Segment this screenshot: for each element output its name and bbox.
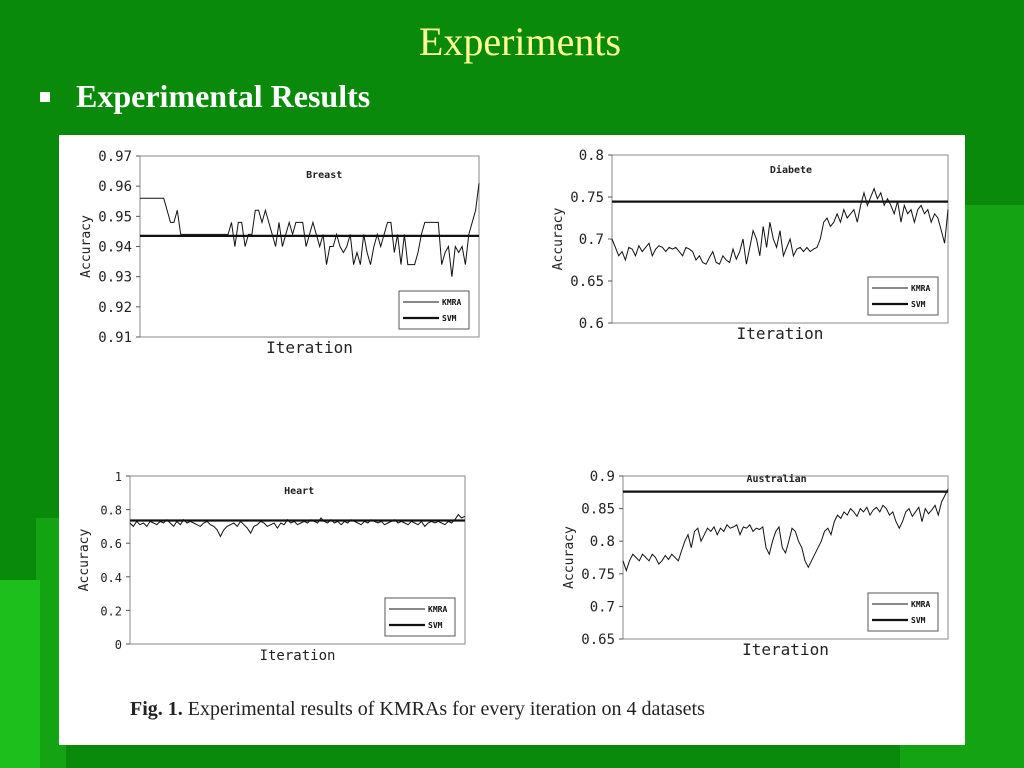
x-axis-label: Iteration xyxy=(266,338,353,357)
legend-label: SVM xyxy=(911,616,926,625)
chart-title: Australian xyxy=(747,473,807,485)
background-band-left-2 xyxy=(0,580,40,768)
y-tick-label: 0.6 xyxy=(579,316,604,332)
y-tick-label: 0.96 xyxy=(98,179,132,195)
legend-box xyxy=(867,592,939,632)
series-line-kmra xyxy=(611,187,949,265)
y-axis-label: Accuracy xyxy=(77,529,92,592)
y-tick-label: 0.2 xyxy=(100,604,122,618)
caption-label: Fig. 1. xyxy=(130,698,183,720)
figure-caption: Fig. 1. Experimental results of KMRAs fo… xyxy=(130,698,705,721)
y-axis-label: Accuracy xyxy=(79,215,94,278)
y-tick-label: 0.8 xyxy=(579,148,604,164)
y-tick-label: 0.65 xyxy=(581,632,615,648)
legend-label: SVM xyxy=(428,621,443,630)
y-tick-label: 0.9 xyxy=(590,469,615,485)
series-line-kmra xyxy=(140,183,480,277)
y-tick-label: 0.94 xyxy=(98,240,132,256)
y-tick-label: 0.75 xyxy=(570,190,604,206)
chart-0: 0.97 0.96 0.95 0.94 0.93 0.92 0.91 Breast Iterat… xyxy=(79,149,480,357)
bullet-text: Experimental Results xyxy=(76,78,371,114)
y-tick-label: 0.95 xyxy=(98,209,132,225)
y-axis-label: Accuracy xyxy=(551,208,566,271)
legend-label: KMRA xyxy=(911,284,930,293)
plot-frame xyxy=(129,475,466,645)
y-tick-label: 0.6 xyxy=(100,537,122,551)
y-tick-label: 0.92 xyxy=(98,300,132,316)
series-line-kmra xyxy=(129,513,466,538)
chart-title: Diabete xyxy=(770,164,812,176)
chart-3: 0.9 0.85 0.8 0.75 0.7 0.65 Australian Iteration… xyxy=(562,469,949,659)
y-tick-label: 0.75 xyxy=(581,567,615,583)
y-tick-label: 0.97 xyxy=(98,149,132,165)
y-tick-label: 0.8 xyxy=(590,534,615,550)
legend-label: KMRA xyxy=(428,605,447,614)
legend-label: KMRA xyxy=(442,298,461,307)
y-tick-label: 0.8 xyxy=(100,504,122,518)
slide-title: Experiments xyxy=(418,19,622,64)
legend-box xyxy=(867,276,939,316)
y-axis-label: Accuracy xyxy=(562,526,577,589)
caption-text: Experimental results of KMRAs for every … xyxy=(182,698,705,720)
chart-title: Heart xyxy=(284,486,314,497)
y-tick-label: 0.7 xyxy=(590,599,615,615)
y-tick-label: 0.91 xyxy=(98,330,132,346)
y-tick-label: 0 xyxy=(115,638,122,652)
chart-title: Breast xyxy=(306,170,342,181)
x-axis-label: Iteration xyxy=(742,640,829,659)
legend-label: SVM xyxy=(442,314,457,323)
legend-box xyxy=(398,290,470,330)
x-axis-label: Iteration xyxy=(260,648,336,664)
x-axis-label: Iteration xyxy=(737,324,824,343)
bullet-square-icon xyxy=(40,92,50,102)
series-line-kmra xyxy=(622,488,949,573)
y-tick-label: 0.85 xyxy=(581,502,615,518)
chart-2: 1 0.8 0.6 0.4 0.2 0 Heart Iteration Accuracy KMRA… xyxy=(77,470,466,664)
y-tick-label: 1 xyxy=(115,470,122,484)
legend-box xyxy=(384,597,456,637)
legend-label: SVM xyxy=(911,300,926,309)
y-tick-label: 0.4 xyxy=(100,571,122,585)
y-tick-label: 0.65 xyxy=(570,274,604,290)
y-tick-label: 0.93 xyxy=(98,270,132,286)
charts-svg: 0.970.960.950.940.930.920.91BreastIterat… xyxy=(77,148,949,664)
chart-1: 0.8 0.75 0.7 0.65 0.6 Diabete Iteration Accurac… xyxy=(551,148,949,343)
y-tick-label: 0.7 xyxy=(579,232,604,248)
figure-panel: 0.97 0.96 0.95 0.94 0.93 0.92 0.91 Breast Iterat… xyxy=(59,135,965,745)
plot-frame xyxy=(622,475,949,640)
legend-label: KMRA xyxy=(911,600,930,609)
